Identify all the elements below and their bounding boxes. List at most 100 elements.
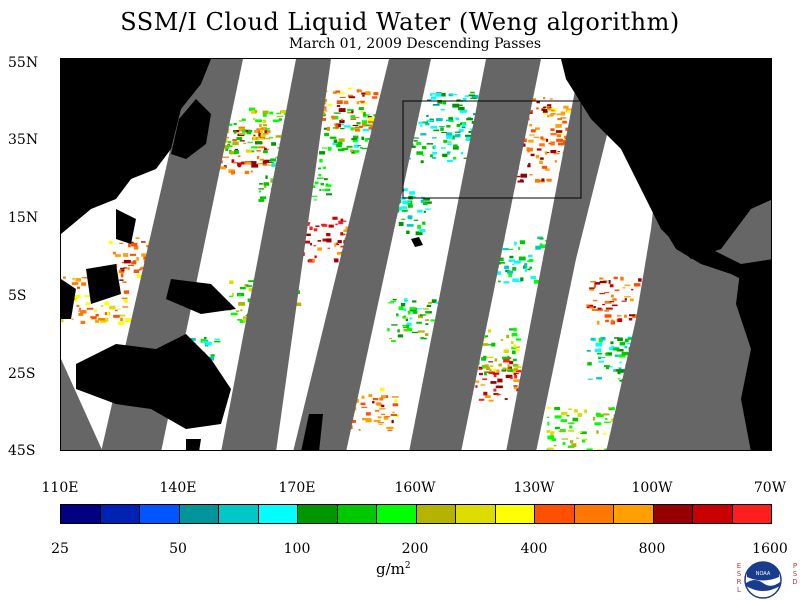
cloud-speckle: [258, 199, 265, 202]
cloud-speckle: [340, 218, 344, 222]
cloud-speckle: [505, 347, 508, 349]
cloud-speckle: [403, 308, 407, 312]
lon-label-110e: 110E: [41, 480, 79, 496]
cloud-speckle: [317, 247, 322, 251]
cloud-speckle: [351, 150, 356, 154]
lat-label-25s: 25S: [8, 366, 36, 382]
cloud-speckle: [613, 369, 616, 372]
cloud-speckle: [420, 133, 427, 136]
cloud-speckle: [228, 123, 233, 126]
cloud-speckle: [396, 313, 399, 317]
cloud-speckle: [361, 147, 368, 150]
cloud-speckle: [318, 167, 322, 170]
cloud-speckle: [316, 177, 324, 179]
cloud-speckle: [239, 286, 246, 290]
cloud-speckle: [227, 143, 231, 146]
cloud-speckle: [527, 149, 530, 153]
cloud-speckle: [365, 91, 371, 96]
cloud-speckle: [638, 278, 642, 282]
cloud-speckle: [220, 166, 226, 170]
cloud-speckle: [481, 357, 487, 361]
cloud-speckle: [541, 108, 546, 111]
cloud-speckle: [511, 332, 518, 337]
cloud-speckle: [622, 287, 626, 289]
cloud-speckle: [432, 151, 437, 155]
cloud-speckle: [609, 347, 614, 349]
cloud-speckle: [481, 365, 485, 369]
cloud-speckle: [264, 130, 271, 133]
hawaii-land: [411, 237, 423, 247]
cloud-speckle: [565, 127, 568, 131]
cloud-speckle: [560, 133, 565, 135]
cloud-speckle: [430, 154, 433, 158]
cloud-speckle: [276, 115, 283, 117]
cloud-speckle: [347, 112, 353, 114]
cloud-speckle: [422, 121, 429, 124]
cloud-speckle: [624, 346, 628, 349]
cloud-speckle: [581, 439, 586, 443]
cloud-speckle: [592, 416, 596, 421]
cloud-speckle: [608, 353, 612, 355]
cloud-speckle: [355, 117, 360, 119]
cloud-speckle: [337, 148, 345, 152]
cloud-speckle: [78, 310, 81, 312]
cloud-speckle: [575, 437, 580, 439]
cloud-speckle: [361, 120, 368, 125]
noaa-emblem-icon: NOAA: [744, 561, 782, 599]
cloud-speckle: [490, 381, 497, 384]
cloud-speckle: [334, 259, 339, 263]
cloud-speckle: [546, 138, 549, 142]
cloud-speckle: [629, 314, 635, 317]
cloud-speckle: [474, 380, 480, 383]
cloud-speckle: [508, 357, 512, 359]
cloud-speckle: [133, 269, 140, 273]
cloud-speckle: [530, 129, 536, 133]
cloud-speckle: [322, 166, 327, 169]
cloud-speckle: [356, 89, 359, 93]
cloud-speckle: [250, 161, 257, 165]
cloud-speckle: [117, 321, 125, 325]
cloud-speckle: [604, 310, 610, 312]
cloud-speckle: [392, 396, 399, 398]
cloud-speckle: [236, 137, 243, 140]
cloud-speckle: [608, 407, 611, 410]
cloud-speckle: [333, 258, 339, 260]
cloud-speckle: [403, 326, 408, 329]
cloud-speckle: [586, 350, 591, 352]
cloud-speckle: [373, 419, 381, 422]
cloud-speckle: [617, 378, 621, 380]
cloud-speckle: [358, 89, 362, 93]
cloud-speckle: [465, 136, 472, 140]
cloud-speckle: [417, 330, 425, 333]
cloud-speckle: [560, 111, 566, 116]
cloud-speckle: [484, 395, 491, 398]
cloud-speckle: [360, 402, 366, 406]
cloud-speckle: [521, 143, 526, 147]
cloud-speckle: [550, 128, 555, 131]
cloud-speckle: [233, 123, 237, 125]
cloud-speckle: [512, 350, 516, 355]
cloud-speckle: [71, 318, 74, 321]
cloud-speckle: [425, 208, 432, 210]
cloud-speckle: [618, 369, 626, 373]
cloud-speckle: [262, 110, 269, 115]
cloud-speckle: [397, 334, 404, 338]
cloud-speckle: [264, 148, 269, 151]
cloud-speckle: [593, 284, 596, 288]
cloud-speckle: [456, 99, 461, 101]
cloud-speckle: [321, 224, 328, 227]
cloud-speckle: [539, 143, 545, 147]
cloud-speckle: [306, 233, 311, 236]
cloud-speckle: [498, 280, 501, 283]
cloud-speckle: [502, 356, 509, 360]
cloud-speckle: [570, 440, 574, 444]
cloud-speckle: [549, 114, 554, 117]
cloud-speckle: [488, 329, 492, 333]
cloud-speckle: [624, 296, 631, 298]
cloud-speckle: [313, 228, 318, 232]
cloud-speckle: [529, 174, 533, 176]
cloud-speckle: [475, 385, 478, 388]
cloud-speckle: [329, 136, 337, 139]
cloud-speckle: [597, 308, 603, 312]
cloud-speckle: [453, 145, 459, 150]
